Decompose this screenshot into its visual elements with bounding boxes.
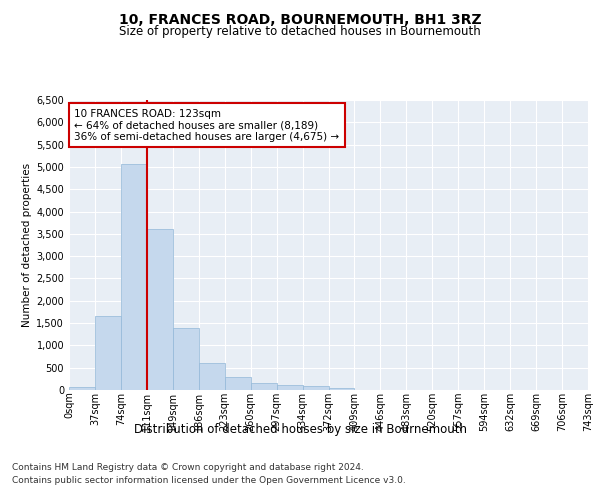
Text: Contains public sector information licensed under the Open Government Licence v3: Contains public sector information licen… (12, 476, 406, 485)
Text: 10, FRANCES ROAD, BOURNEMOUTH, BH1 3RZ: 10, FRANCES ROAD, BOURNEMOUTH, BH1 3RZ (119, 12, 481, 26)
Text: Contains HM Land Registry data © Crown copyright and database right 2024.: Contains HM Land Registry data © Crown c… (12, 462, 364, 471)
Bar (225, 377, 251, 390)
Text: Distribution of detached houses by size in Bournemouth: Distribution of detached houses by size … (133, 422, 467, 436)
Bar (302, 386, 329, 390)
Bar (173, 328, 199, 390)
Bar (329, 388, 355, 390)
Text: Size of property relative to detached houses in Bournemouth: Size of property relative to detached ho… (119, 25, 481, 38)
Y-axis label: Number of detached properties: Number of detached properties (22, 163, 32, 327)
Bar (251, 384, 277, 390)
Bar (95, 316, 121, 390)
Bar (277, 385, 302, 390)
Bar (199, 363, 224, 390)
Text: 10 FRANCES ROAD: 123sqm
← 64% of detached houses are smaller (8,189)
36% of semi: 10 FRANCES ROAD: 123sqm ← 64% of detache… (74, 108, 340, 142)
Bar (147, 230, 173, 390)
Bar (121, 164, 147, 390)
Bar (69, 387, 95, 390)
